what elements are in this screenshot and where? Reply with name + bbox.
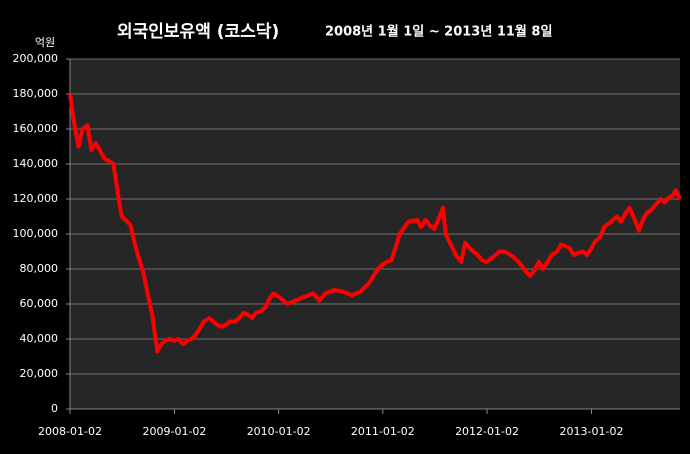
y-tick-label: 140,000 xyxy=(13,157,59,170)
y-tick-label: 20,000 xyxy=(20,367,59,380)
y-tick-label: 120,000 xyxy=(13,192,59,205)
series-line xyxy=(68,93,682,354)
x-tick-label: 2009-01-02 xyxy=(143,425,207,438)
chart-subtitle: 2008년 1월 1일 ~ 2013년 11월 8일 xyxy=(325,24,552,40)
y-tick-label: 100,000 xyxy=(13,227,59,240)
y-tick-label: 200,000 xyxy=(13,52,59,65)
y-tick-label: 60,000 xyxy=(20,297,59,310)
x-tick-label: 2013-01-02 xyxy=(560,425,624,438)
y-tick-label: 160,000 xyxy=(13,122,59,135)
x-tick-label: 2008-01-02 xyxy=(38,425,102,438)
x-tick-label: 2010-01-02 xyxy=(247,425,311,438)
y-tick-label: 40,000 xyxy=(20,332,59,345)
x-tick-label: 2011-01-02 xyxy=(351,425,415,438)
x-tick-label: 2012-01-02 xyxy=(455,425,519,438)
chart-title: 외국인보유액 (코스닥) xyxy=(117,22,279,42)
y-tick-label: 180,000 xyxy=(13,87,59,100)
y-tick-label: 0 xyxy=(51,402,58,415)
y-unit-label: 억원 xyxy=(35,36,55,49)
y-tick-label: 80,000 xyxy=(20,262,59,275)
